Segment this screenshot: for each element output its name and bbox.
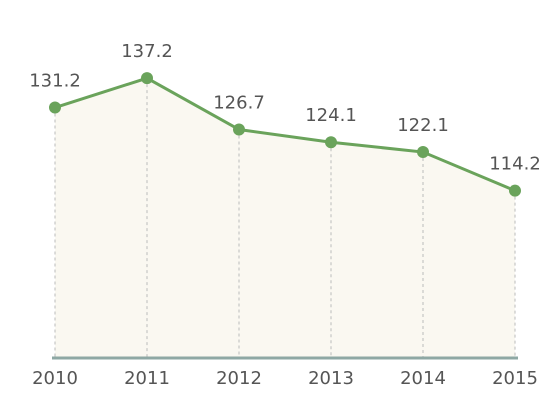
line bbox=[54, 76, 516, 193]
value-label: 137.2 bbox=[121, 41, 173, 62]
x-tick-label: 2010 bbox=[32, 368, 78, 389]
x-tick-label: 2013 bbox=[308, 368, 354, 389]
point bbox=[509, 184, 521, 197]
x-tick-label: 2015 bbox=[492, 368, 538, 389]
point bbox=[141, 72, 153, 85]
point bbox=[417, 146, 429, 159]
point bbox=[325, 136, 337, 149]
value-label: 114.2 bbox=[489, 154, 541, 175]
value-label: 122.1 bbox=[397, 115, 449, 136]
point bbox=[49, 101, 61, 114]
x-tick-label: 2014 bbox=[400, 368, 446, 389]
value-label: 131.2 bbox=[29, 71, 81, 92]
value-label: 126.7 bbox=[213, 93, 265, 114]
value-label: 124.1 bbox=[305, 105, 357, 126]
area bbox=[55, 78, 515, 358]
x-tick-label: 2011 bbox=[124, 368, 170, 389]
x-tick-label: 2012 bbox=[216, 368, 262, 389]
point bbox=[233, 123, 245, 136]
